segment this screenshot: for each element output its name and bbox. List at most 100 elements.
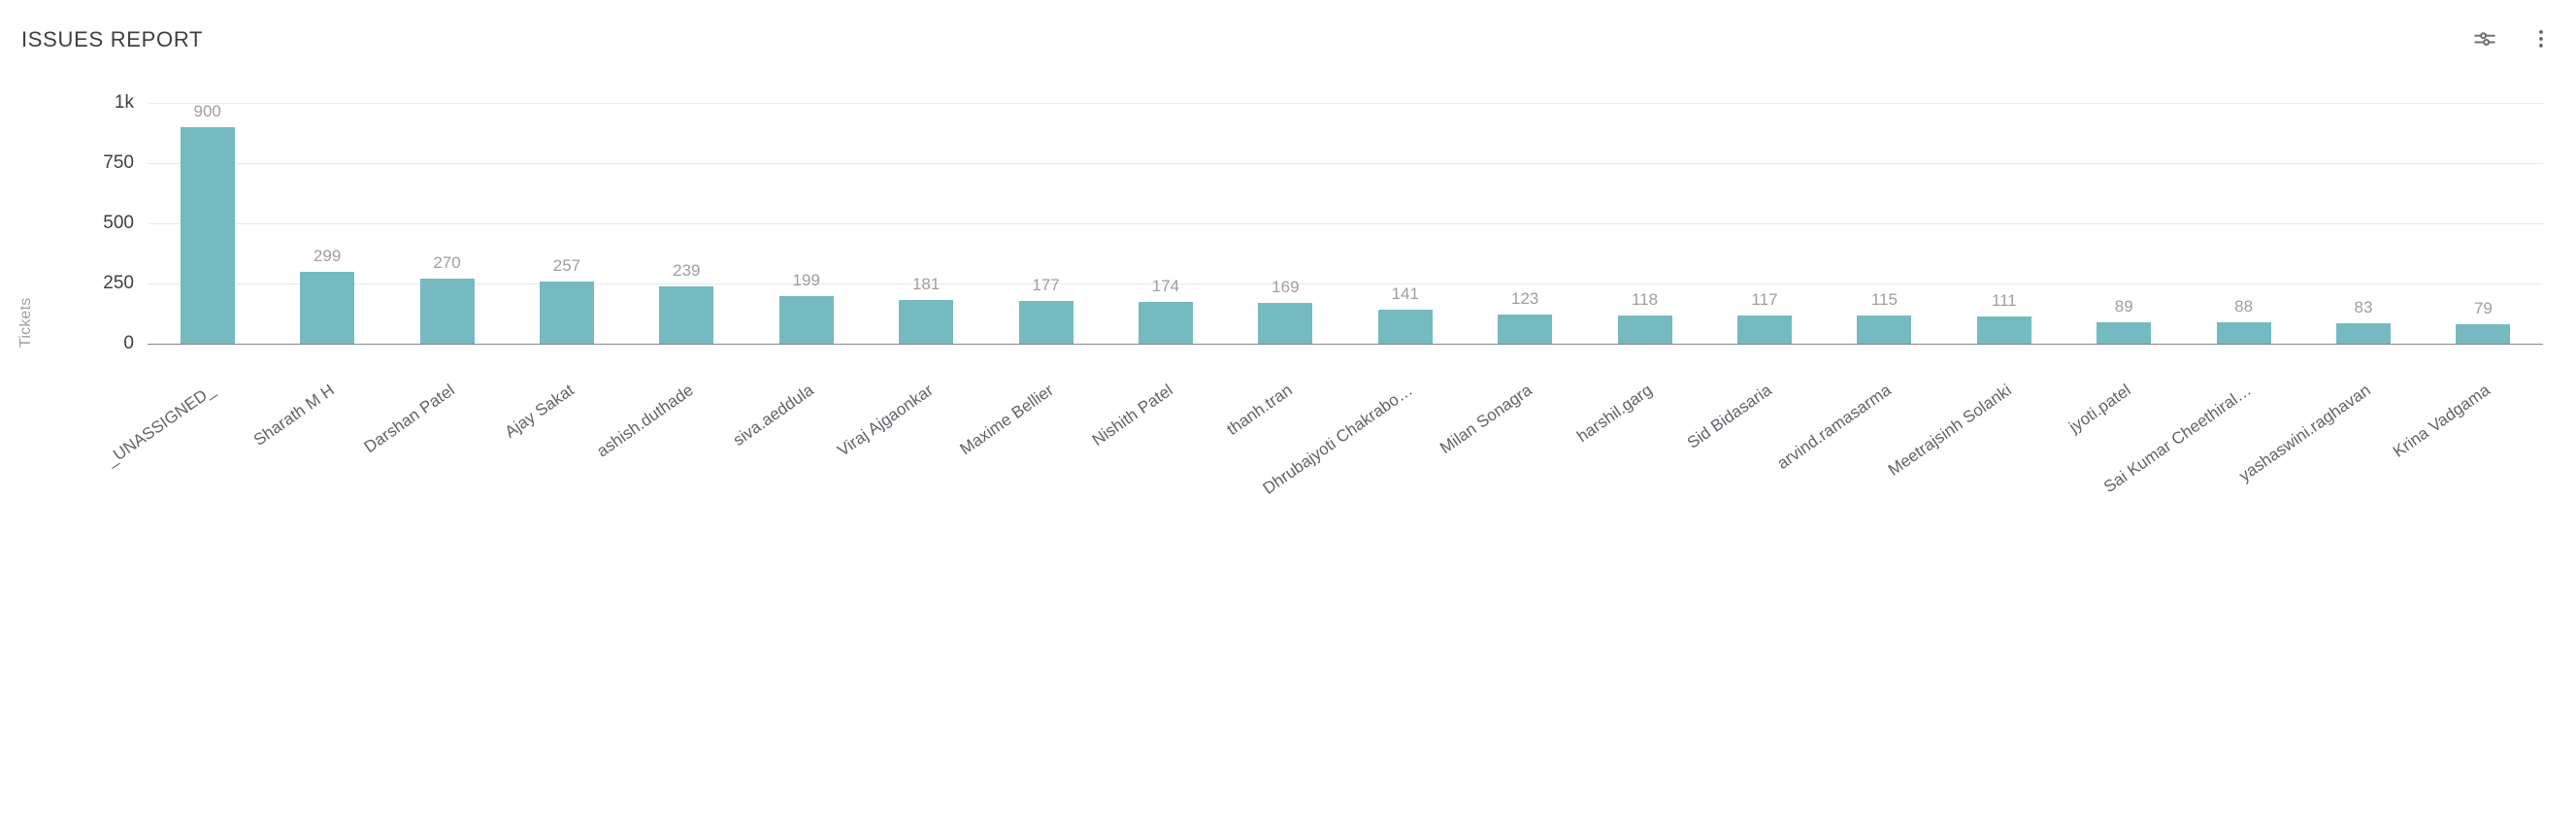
bar[interactable] [659,285,714,344]
panel-header: ISSUES REPORT [0,0,2576,76]
x-axis-category-label: harshil.garg [1572,381,1656,447]
bar-value-label: 118 [1632,289,1659,309]
x-axis-labels: _UNASSIGNED_ Sharath M H Darshan Patel Ajay… [102,373,2543,577]
bar-value-label: 174 [1151,276,1180,295]
bar-value-label: 79 [2473,299,2493,318]
bar[interactable] [1377,310,1433,344]
bar-value-label: 169 [1271,278,1300,297]
bar-slot[interactable]: 900 [148,103,267,344]
y-tick-label: 1k [114,92,134,113]
header-actions [2465,19,2560,58]
bar[interactable] [778,295,834,344]
page-title: ISSUES REPORT [21,27,204,51]
x-axis-category-label: _UNASSIGNED_ [102,381,218,470]
bar[interactable] [2336,323,2392,344]
x-label-slot: Dhrubajyoti Chakrabo… [1259,373,1465,577]
x-axis-category-label: jyoti.patel [2065,381,2135,437]
x-label-slot: harshil.garg [1573,373,1704,577]
bar-slot[interactable]: 111 [1944,103,2064,344]
x-label-slot: Krina Vadgama [2390,373,2543,577]
bar-slot[interactable]: 79 [2424,103,2543,344]
bar[interactable] [1976,317,2031,344]
bar[interactable] [2097,321,2152,344]
bar-value-label: 115 [1870,290,1898,310]
bar[interactable] [899,300,954,344]
bar-value-label: 257 [552,256,581,276]
bar-slot[interactable]: 115 [1825,103,1944,344]
bar-slot[interactable]: 199 [746,103,866,344]
x-label-slot: arvind.ramasarma [1774,373,1944,577]
x-label-slot: Milan Sonagra [1437,373,1584,577]
bar-value-label: 199 [792,270,820,289]
bar-slot[interactable]: 239 [627,103,746,344]
x-label-slot: Ajay Sakat [502,373,626,577]
y-tick-label: 750 [103,152,134,173]
bar-slot[interactable]: 118 [1585,103,1704,344]
x-label-slot: Maxime Bellier [956,373,1106,577]
bar[interactable] [1857,316,1912,344]
bar-slot[interactable]: 117 [1704,103,1824,344]
bar[interactable] [2216,322,2271,344]
x-label-slot: yashaswini.raghavan [2235,373,2423,577]
bar[interactable] [1258,303,1313,344]
bar[interactable] [1617,315,1672,344]
bar-value-label: 89 [2114,296,2133,316]
bar-series: 900 299 270 257 239 199 181 177 174 169 141 123 118 1… [148,103,2543,344]
x-axis-category-label: thanh.tran [1223,381,1297,440]
y-axis-title: Tickets [17,297,34,348]
bar-slot[interactable]: 299 [267,103,386,344]
bar-slot[interactable]: 83 [2303,103,2423,344]
bar-value-label: 117 [1751,289,1778,309]
bar-value-label: 181 [911,275,941,294]
bar-value-label: 141 [1391,284,1419,304]
bar[interactable] [419,279,475,344]
x-label-slot: _UNASSIGNED_ [102,373,267,577]
bar-value-label: 900 [193,101,221,120]
bar[interactable] [1736,315,1792,344]
bar-value-label: 299 [313,246,342,265]
bar-value-label: 270 [433,253,461,273]
bar-slot[interactable]: 169 [1226,103,1345,344]
x-label-slot: siva.aeddula [730,373,866,577]
bar-value-label: 88 [2234,297,2254,317]
gridline [148,103,2543,104]
x-axis-category-label: Ajay Sakat [501,381,578,442]
gridline [148,223,2543,224]
bar-slot[interactable]: 174 [1106,103,1225,344]
x-label-slot: ashish.duthade [594,373,746,577]
y-tick-label: 250 [103,273,134,293]
bar[interactable] [1018,301,1073,344]
bar-slot[interactable]: 89 [2064,103,2184,344]
x-label-slot: Viraj Ajgaonkar [834,373,985,577]
bar-slot[interactable]: 177 [986,103,1106,344]
bar[interactable] [300,271,355,344]
bar[interactable] [1138,301,1193,344]
bar-value-label: 83 [2354,298,2373,317]
bar-value-label: 123 [1510,288,1539,308]
bar[interactable] [180,126,235,344]
gridline [148,163,2543,164]
gridline [148,283,2543,284]
bar-value-label: 177 [1032,276,1060,295]
x-label-slot: Darshan Patel [360,373,507,577]
x-label-slot: Sid Bidasaria [1684,373,1824,577]
bar[interactable] [539,282,594,344]
x-label-slot: Meetrajsinh Solanki [1885,373,2064,577]
x-label-slot: Nishith Patel [1089,373,1225,577]
bar-slot[interactable]: 257 [507,103,626,344]
bar[interactable] [2456,324,2511,344]
chart-settings-icon[interactable] [2465,19,2504,58]
bar-slot[interactable]: 181 [866,103,985,344]
x-axis-line [148,344,2543,345]
plot-area: 0 250 500 750 1k 900 299 270 257 239 199 181 177 174… [103,92,2543,353]
bar-slot[interactable]: 123 [1465,103,1584,344]
bar-value-label: 239 [673,260,701,280]
y-tick-label: 0 [123,333,134,353]
y-tick-label: 500 [103,213,134,233]
more-options-icon[interactable] [2522,19,2560,58]
bar[interactable] [1498,314,1553,344]
bar-value-label: 111 [1991,291,2017,311]
bar-slot[interactable]: 141 [1345,103,1465,344]
bar-slot[interactable]: 270 [387,103,507,344]
bar-slot[interactable]: 88 [2184,103,2303,344]
